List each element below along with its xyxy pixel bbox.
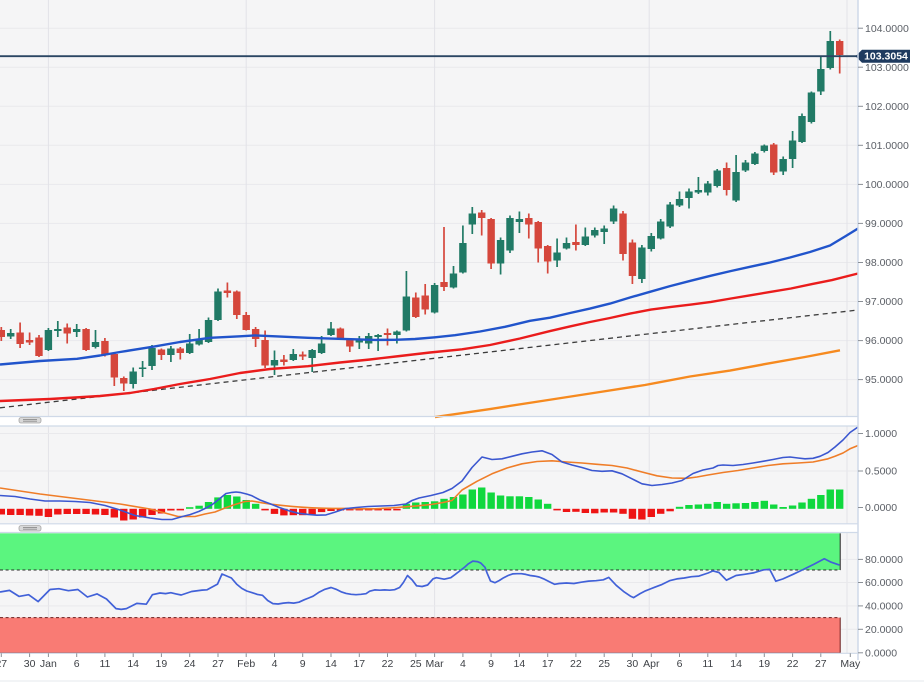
svg-text:14: 14 [730, 658, 742, 670]
svg-text:25: 25 [598, 658, 610, 670]
svg-text:30: 30 [627, 658, 639, 670]
svg-text:30: 30 [24, 658, 36, 670]
svg-text:14: 14 [127, 658, 139, 670]
svg-text:99.0000: 99.0000 [865, 218, 903, 230]
svg-text:101.0000: 101.0000 [865, 140, 909, 152]
svg-text:14: 14 [514, 658, 526, 670]
svg-text:9: 9 [300, 658, 306, 670]
svg-text:97.0000: 97.0000 [865, 296, 903, 308]
svg-text:27: 27 [815, 658, 827, 670]
svg-text:20.0000: 20.0000 [865, 624, 903, 636]
svg-text:19: 19 [758, 658, 770, 670]
svg-text:14: 14 [325, 658, 337, 670]
svg-text:22: 22 [787, 658, 799, 670]
svg-text:60.0000: 60.0000 [865, 577, 903, 589]
svg-text:40.0000: 40.0000 [865, 601, 903, 613]
svg-text:27: 27 [0, 658, 7, 670]
svg-text:27: 27 [212, 658, 224, 670]
svg-text:Feb: Feb [237, 658, 255, 670]
svg-text:22: 22 [570, 658, 582, 670]
svg-text:11: 11 [702, 658, 713, 670]
svg-text:80.0000: 80.0000 [865, 554, 903, 566]
svg-text:4: 4 [460, 658, 466, 670]
svg-text:100.0000: 100.0000 [865, 179, 909, 191]
svg-text:22: 22 [382, 658, 394, 670]
svg-text:17: 17 [353, 658, 365, 670]
svg-text:103.3054: 103.3054 [864, 51, 908, 63]
svg-text:May: May [840, 658, 861, 670]
svg-text:0.0000: 0.0000 [865, 647, 897, 659]
svg-text:6: 6 [74, 658, 80, 670]
svg-text:Jan: Jan [40, 658, 57, 670]
svg-text:1.0000: 1.0000 [865, 428, 897, 440]
svg-text:102.0000: 102.0000 [865, 101, 909, 113]
svg-text:24: 24 [184, 658, 196, 670]
svg-text:17: 17 [542, 658, 554, 670]
svg-text:98.0000: 98.0000 [865, 257, 903, 269]
svg-text:0.5000: 0.5000 [865, 466, 897, 478]
svg-text:9: 9 [488, 658, 494, 670]
svg-text:Mar: Mar [426, 658, 445, 670]
svg-text:25: 25 [410, 658, 422, 670]
svg-text:0.0000: 0.0000 [865, 502, 897, 514]
svg-text:6: 6 [677, 658, 683, 670]
svg-text:96.0000: 96.0000 [865, 335, 903, 347]
svg-text:95.0000: 95.0000 [865, 374, 903, 386]
svg-text:103.0000: 103.0000 [865, 62, 909, 74]
svg-text:4: 4 [272, 658, 278, 670]
svg-text:19: 19 [156, 658, 168, 670]
svg-text:104.0000: 104.0000 [865, 23, 909, 35]
svg-text:11: 11 [99, 658, 110, 670]
svg-text:Apr: Apr [643, 658, 660, 670]
